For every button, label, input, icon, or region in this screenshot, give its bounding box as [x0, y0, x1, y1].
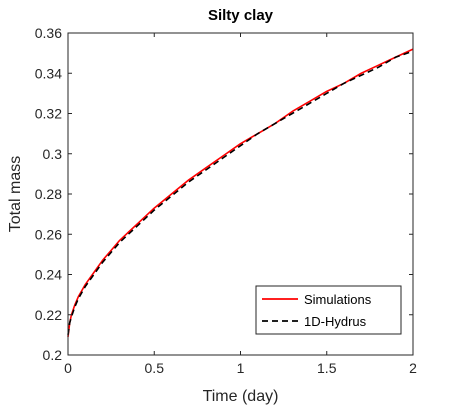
x-tick-label: 2	[409, 360, 417, 376]
legend-label: 1D-Hydrus	[304, 314, 367, 329]
x-tick-label: 1.5	[317, 360, 337, 376]
y-axis: 0.2 0.22 0.24 0.26 0.28 0.3 0.32 0.34 0.36	[35, 25, 413, 363]
x-tick-label: 0.5	[145, 360, 165, 376]
y-tick-label: 0.32	[35, 106, 62, 122]
y-tick-label: 0.34	[35, 65, 62, 81]
y-tick-label: 0.22	[35, 307, 62, 323]
y-tick-label: 0.3	[43, 146, 63, 162]
y-axis-title: Total mass	[7, 156, 24, 232]
series-line-simulations	[67, 48, 414, 337]
y-tick-label: 0.28	[35, 186, 62, 202]
x-axis: 0 0.5 1 1.5 2	[64, 33, 417, 376]
legend-label: Simulations	[304, 292, 372, 307]
x-tick-label: 0	[64, 360, 72, 376]
x-axis-title: Time (day)	[203, 388, 279, 405]
y-tick-label: 0.2	[43, 347, 63, 363]
legend-box	[255, 285, 402, 335]
x-tick-label: 1	[237, 360, 245, 376]
chart-title: Silty clay	[208, 7, 274, 24]
series-layer	[67, 48, 414, 337]
series-line-hydrus	[67, 50, 414, 335]
y-tick-label: 0.26	[35, 226, 62, 242]
y-tick-label: 0.24	[35, 267, 62, 283]
legend: Simulations 1D-Hydrus	[255, 285, 402, 335]
y-tick-label: 0.36	[35, 25, 62, 41]
